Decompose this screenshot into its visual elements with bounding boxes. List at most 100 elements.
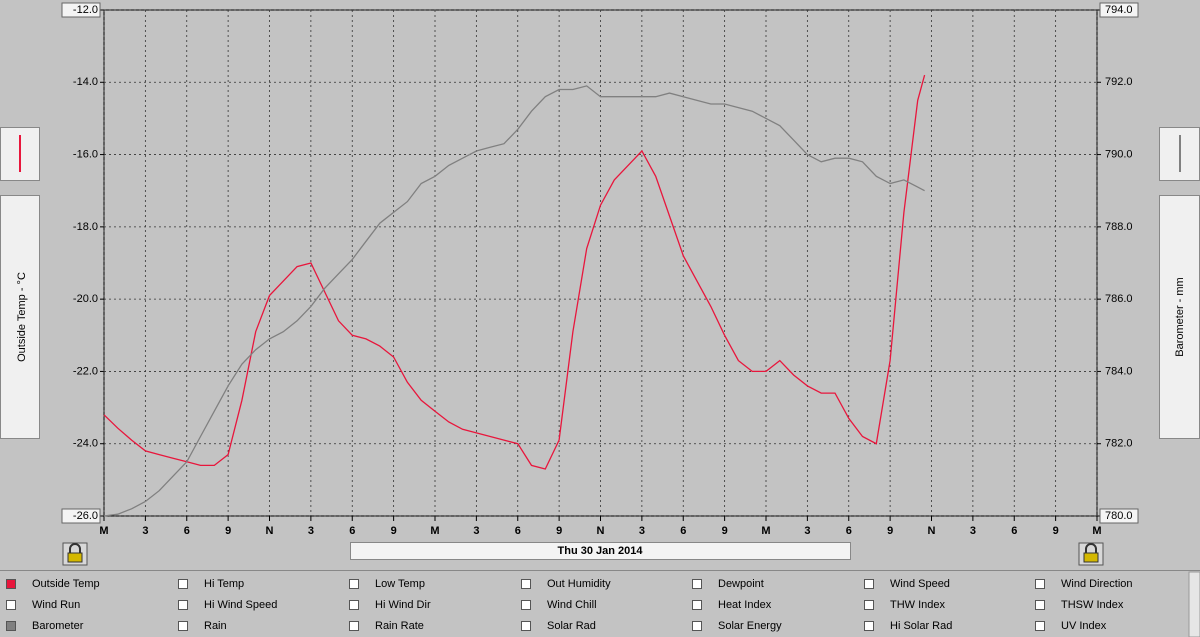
checkbox-label: Wind Chill [547, 599, 597, 611]
y-tick-box [61, 508, 101, 524]
checkbox[interactable] [1035, 600, 1045, 610]
y2-tick-label: 780.0 [1105, 510, 1133, 522]
checkbox[interactable] [178, 600, 188, 610]
checkbox-label: Hi Solar Rad [890, 620, 952, 632]
checkbox[interactable] [864, 621, 874, 631]
right-axis-panel[interactable] [1159, 195, 1200, 439]
x-tick-label: 6 [846, 525, 852, 537]
lock-right[interactable] [1078, 542, 1104, 566]
checkbox[interactable] [692, 579, 702, 589]
checkbox-label: Outside Temp [32, 578, 100, 590]
x-tick-label: 9 [225, 525, 231, 537]
x-tick-label: 9 [556, 525, 562, 537]
x-tick-label: 3 [308, 525, 314, 537]
lock-left[interactable] [62, 542, 88, 566]
checkbox-label: Low Temp [375, 578, 425, 590]
checkbox[interactable] [1035, 621, 1045, 631]
checkbox-label: Heat Index [718, 599, 772, 611]
x-tick-label: 6 [680, 525, 686, 537]
x-tick-label: 6 [349, 525, 355, 537]
y-tick-label: -18.0 [73, 221, 98, 233]
checkbox[interactable] [349, 621, 359, 631]
checkbox[interactable] [6, 600, 16, 610]
x-tick-label: 6 [184, 525, 190, 537]
checkbox-label: Hi Wind Speed [204, 599, 277, 611]
x-tick-label: 3 [142, 525, 148, 537]
checkbox[interactable] [692, 600, 702, 610]
x-tick-label: 3 [970, 525, 976, 537]
scrollbar[interactable] [1188, 571, 1200, 637]
x-tick-label: 3 [804, 525, 810, 537]
x-tick-label: 9 [1053, 525, 1059, 537]
checkbox[interactable] [178, 621, 188, 631]
y2-tick-label: 786.0 [1105, 293, 1133, 305]
checkbox-label: Wind Direction [1061, 578, 1133, 590]
checkbox[interactable] [6, 579, 16, 589]
y2-axis-label: Barometer - mm [1174, 277, 1186, 356]
date-box[interactable] [350, 542, 851, 560]
x-tick-label: N [266, 525, 274, 537]
checkbox[interactable] [1035, 579, 1045, 589]
y-tick-label: -26.0 [73, 510, 98, 522]
y2-tick-box [1099, 508, 1139, 524]
y2-tick-box [1099, 2, 1139, 18]
checkbox-label: Out Humidity [547, 578, 611, 590]
x-tick-label: 3 [639, 525, 645, 537]
checkbox[interactable] [864, 600, 874, 610]
checkbox[interactable] [692, 621, 702, 631]
checkbox[interactable] [521, 600, 531, 610]
checkbox-label: Rain Rate [375, 620, 424, 632]
y-tick-label: -24.0 [73, 438, 98, 450]
y-tick-box [61, 2, 101, 18]
x-tick-label: N [928, 525, 936, 537]
checkbox-label: Solar Rad [547, 620, 596, 632]
checkbox-label: Solar Energy [718, 620, 782, 632]
y2-tick-label: 784.0 [1105, 365, 1133, 377]
y-tick-label: -16.0 [73, 148, 98, 160]
checkbox-label: THSW Index [1061, 599, 1124, 611]
checkbox[interactable] [521, 579, 531, 589]
checkbox-label: Barometer [32, 620, 84, 632]
date-label: Thu 30 Jan 2014 [558, 545, 644, 557]
checkbox-label: Hi Wind Dir [375, 599, 431, 611]
y2-tick-label: 794.0 [1105, 4, 1133, 16]
checkbox-label: Dewpoint [718, 578, 764, 590]
checkbox-label: Hi Temp [204, 578, 244, 590]
checkbox-label: Wind Speed [890, 578, 950, 590]
checkbox-label: Wind Run [32, 599, 80, 611]
x-tick-label: M [430, 525, 439, 537]
checkbox-label: UV Index [1061, 620, 1107, 632]
y-tick-label: -14.0 [73, 76, 98, 88]
y-tick-label: -20.0 [73, 293, 98, 305]
series-line [103, 85, 925, 517]
x-tick-label: M [99, 525, 108, 537]
x-tick-label: M [761, 525, 770, 537]
y2-tick-label: 792.0 [1105, 76, 1133, 88]
x-tick-label: 6 [1011, 525, 1017, 537]
checkbox[interactable] [6, 621, 16, 631]
x-tick-label: 3 [473, 525, 479, 537]
checkbox[interactable] [349, 579, 359, 589]
y-tick-label: -12.0 [73, 4, 98, 16]
x-tick-label: M [1092, 525, 1101, 537]
checkbox[interactable] [864, 579, 874, 589]
series-line [103, 74, 926, 470]
x-tick-label: 9 [722, 525, 728, 537]
y-axis-label: Outside Temp - °C [16, 272, 28, 362]
checkbox[interactable] [178, 579, 188, 589]
checkbox[interactable] [521, 621, 531, 631]
left-axis-panel[interactable] [0, 195, 40, 439]
checkbox-label: Rain [204, 620, 227, 632]
x-tick-label: 9 [887, 525, 893, 537]
y2-tick-label: 788.0 [1105, 221, 1133, 233]
y2-tick-label: 782.0 [1105, 438, 1133, 450]
y-tick-label: -22.0 [73, 365, 98, 377]
y2-tick-label: 790.0 [1105, 148, 1133, 160]
x-tick-label: N [597, 525, 605, 537]
x-tick-label: 9 [391, 525, 397, 537]
x-tick-label: 6 [515, 525, 521, 537]
checkbox-label: THW Index [890, 599, 946, 611]
checkbox[interactable] [349, 600, 359, 610]
